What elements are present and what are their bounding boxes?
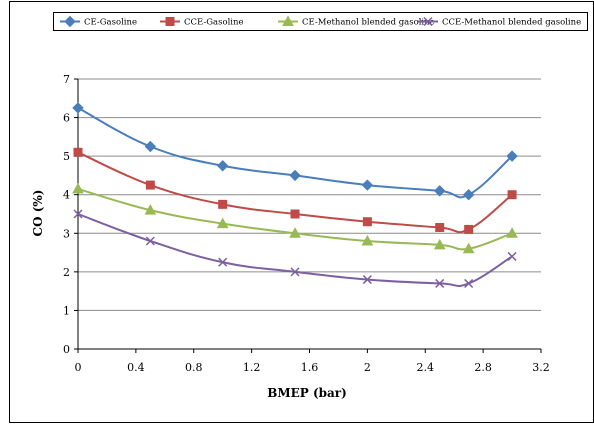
grid — [78, 78, 541, 311]
legend-item: CE-Gasoline — [60, 15, 137, 28]
data-point — [216, 217, 229, 229]
legend-label: CE-Gasoline — [84, 18, 137, 28]
data-point — [361, 234, 374, 246]
legend-item: CE-Methanol blended gasoline — [278, 15, 435, 28]
legend-label: CCE-Methanol blended gasoline — [442, 18, 581, 28]
data-point — [218, 257, 228, 267]
x-tick-label: 0.4 — [127, 361, 145, 374]
data-point — [362, 217, 372, 227]
y-tick-label: 2 — [63, 266, 70, 279]
series-2 — [73, 147, 517, 234]
data-point — [433, 238, 446, 250]
x-tick-label: 3.2 — [532, 361, 550, 374]
x-tick-labels: 0 0.4 0.8 1.2 1.6 2 2.4 2.8 3.2 — [75, 361, 550, 374]
data-point — [462, 189, 475, 201]
series-group — [72, 102, 518, 288]
data-point — [506, 227, 518, 238]
data-point — [435, 223, 445, 232]
data-point — [73, 147, 83, 157]
data-point — [506, 150, 518, 162]
x-tick-label: 0 — [75, 361, 82, 374]
legend-item: CCE-Gasoline — [160, 17, 244, 28]
data-point — [362, 275, 372, 285]
data-point — [145, 180, 155, 190]
legend-marker — [282, 15, 294, 26]
y-tick-label: 3 — [63, 227, 70, 240]
data-point — [434, 185, 446, 197]
series-line — [77, 107, 513, 199]
x-axis-title: BMEP (bar) — [267, 386, 347, 400]
legend: CE-Gasoline CCE-Gasoline CE-Methanol blend… — [53, 12, 588, 31]
y-axis-title: CO (%) — [31, 190, 45, 237]
y-tick-label: 1 — [63, 304, 70, 317]
data-point — [507, 190, 517, 200]
legend-box — [53, 12, 588, 31]
data-point — [289, 227, 301, 238]
x-tick-label: 2.4 — [417, 361, 435, 374]
y-tick-label: 4 — [63, 189, 70, 202]
legend-label: CE-Methanol blended gasoline — [302, 18, 435, 28]
data-point — [72, 182, 84, 194]
legend-label: CCE-Gasoline — [184, 18, 244, 28]
y-tick-label: 5 — [63, 150, 70, 163]
x-tick-label: 1.6 — [301, 361, 319, 374]
data-point — [464, 278, 474, 288]
chart-border — [9, 1, 594, 423]
data-point — [464, 224, 474, 234]
data-point — [289, 169, 301, 182]
data-point — [290, 267, 300, 277]
data-point — [361, 179, 374, 191]
y-tick-labels: 0 1 2 3 4 5 6 7 — [63, 73, 70, 356]
legend-item: CCE-Methanol blended gasoline — [418, 16, 581, 28]
legend-marker — [423, 16, 433, 27]
series-1 — [72, 102, 518, 201]
y-tick-label: 7 — [63, 73, 70, 86]
y-tick-label: 0 — [63, 343, 70, 356]
series-3 — [72, 182, 518, 254]
x-tick-label: 0.8 — [185, 361, 203, 374]
legend-marker — [165, 17, 175, 26]
legend-marker — [64, 15, 76, 28]
data-point — [72, 102, 84, 114]
data-point — [218, 199, 228, 209]
data-point — [216, 160, 229, 172]
series-line — [77, 187, 513, 251]
data-point — [145, 236, 155, 246]
data-point — [144, 140, 157, 153]
y-tick-label: 6 — [63, 112, 70, 125]
data-point — [462, 242, 475, 254]
data-point — [435, 278, 445, 288]
data-point — [290, 209, 300, 219]
x-tick-label: 2.8 — [474, 361, 492, 374]
data-point — [144, 204, 157, 215]
series-4 — [73, 209, 517, 288]
series-line — [77, 151, 513, 234]
x-tick-label: 2 — [364, 361, 371, 374]
series-line — [77, 213, 513, 288]
x-tick-label: 1.2 — [243, 361, 261, 374]
data-point — [73, 209, 83, 219]
data-point — [507, 251, 517, 261]
